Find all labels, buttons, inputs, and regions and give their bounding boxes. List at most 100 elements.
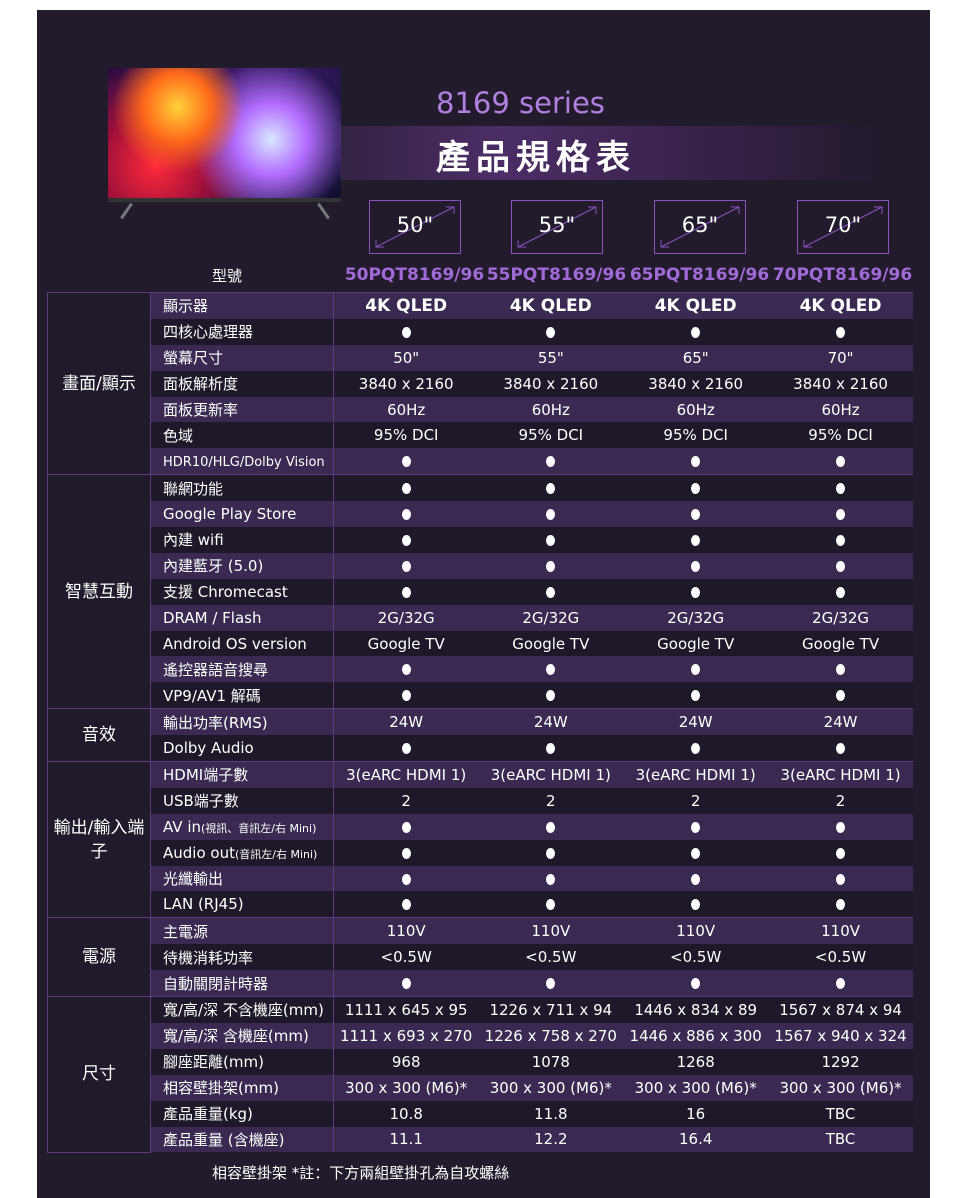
spec-value: Google TV	[623, 630, 769, 657]
spec-label: VP9/AV1 解碼	[150, 682, 334, 709]
spec-value: 24W	[478, 708, 624, 736]
screen-size: 70"	[824, 213, 862, 237]
spec-value: 24W	[623, 708, 769, 736]
spec-value: 2G/32G	[623, 604, 769, 631]
spec-value: 110V	[768, 917, 913, 945]
table-row: 音效 輸出功率(RMS) 24W 24W 24W 24W	[47, 708, 913, 763]
spec-value: 1226 x 758 x 270	[478, 1022, 624, 1049]
table-row: 寬/高/深 含機座(mm) 1111 x 693 x 270 1226 x 758 …	[48, 1022, 913, 1049]
spec-label-text: 主電源	[163, 922, 209, 941]
supported-dot-icon	[478, 474, 624, 502]
diagonal-arrow-icon	[375, 206, 455, 248]
spec-value: 3(eARC HDMI 1)	[768, 761, 913, 788]
spec-label-text: Audio out	[163, 843, 235, 862]
spec-label: 產品重量 (含機座)	[150, 1126, 334, 1153]
spec-value: 70"	[768, 344, 913, 371]
table-row: 螢幕尺寸 50" 55" 65" 70"	[48, 344, 913, 371]
spec-value: 2	[333, 787, 479, 814]
supported-dot-icon	[478, 501, 624, 528]
spec-label: AV in(視訊、音訊左/右 Mini)	[150, 813, 334, 840]
table-row: 內建 wifi	[48, 527, 913, 553]
spec-label: Google Play Store	[150, 501, 334, 528]
spec-value: <0.5W	[623, 944, 769, 971]
spec-value: 11.8	[478, 1100, 624, 1127]
supported-dot-icon	[623, 735, 769, 762]
spec-value: 300 x 300 (M6)*	[333, 1074, 479, 1101]
spec-value: <0.5W	[478, 944, 624, 971]
spec-label: 自動關閉計時器	[150, 970, 334, 997]
spec-value: 3840 x 2160	[623, 370, 769, 397]
supported-dot-icon	[478, 839, 624, 866]
supported-dot-icon	[623, 527, 769, 553]
table-row: Audio out(音訊左/右 Mini)	[48, 839, 913, 866]
spec-label-text: 支援 Chromecast	[163, 583, 288, 602]
supported-dot-icon	[623, 970, 769, 997]
table-row: 輸出/輸入端子 HDMI端子數 3(eARC HDMI 1) 3(eARC HDMI …	[47, 761, 913, 919]
spec-value: 1226 x 711 x 94	[478, 996, 624, 1023]
spec-value: 60Hz	[623, 396, 769, 423]
spec-value: 4K QLED	[333, 291, 479, 319]
spec-value: 24W	[768, 708, 913, 736]
diagonal-arrow-icon	[517, 206, 597, 248]
spec-label-text: HDMI端子數	[163, 766, 249, 785]
spec-value: 110V	[478, 917, 624, 945]
spec-value: 95% DCI	[623, 422, 769, 449]
spec-value: Google TV	[478, 630, 624, 657]
supported-dot-icon	[623, 839, 769, 866]
screen-size-box: 50"	[369, 200, 461, 254]
group-label: 電源	[47, 917, 151, 998]
tv-product-image	[108, 68, 341, 202]
table-row: DRAM / Flash 2G/32G 2G/32G 2G/32G 2G/32G	[48, 604, 913, 631]
table-row: 內建藍牙 (5.0)	[48, 552, 913, 579]
spec-label: 面板解析度	[150, 370, 334, 397]
spec-value: 55"	[478, 344, 624, 371]
spec-label-text: VP9/AV1 解碼	[163, 686, 261, 705]
supported-dot-icon	[768, 501, 913, 528]
supported-dot-icon	[768, 474, 913, 502]
spec-label-note: (音訊左/右 Mini)	[234, 847, 318, 861]
spec-label: HDMI端子數	[150, 761, 334, 788]
spec-label: 產品重量(kg)	[150, 1100, 334, 1127]
title-banner	[340, 126, 880, 180]
supported-dot-icon	[333, 552, 479, 579]
spec-label-text: 寬/高/深 不含機座(mm)	[163, 1001, 324, 1020]
spec-label-text: 寬/高/深 含機座(mm)	[163, 1027, 309, 1046]
spec-value: 3840 x 2160	[768, 370, 913, 397]
supported-dot-icon	[478, 970, 624, 997]
table-row: 光纖輸出	[48, 865, 913, 892]
supported-dot-icon	[333, 865, 479, 892]
spec-value: 1268	[623, 1048, 769, 1075]
spec-value: Google TV	[768, 630, 913, 657]
table-row: 遙控器語音搜尋	[48, 656, 913, 683]
spec-value: 1446 x 834 x 89	[623, 996, 769, 1023]
screen-size: 50"	[396, 213, 434, 237]
spec-label: DRAM / Flash	[150, 604, 334, 631]
supported-dot-icon	[768, 970, 913, 997]
spec-label-text: 四核心處理器	[163, 323, 254, 342]
spec-label-text: 自動關閉計時器	[163, 974, 269, 993]
spec-label: 聯網功能	[150, 474, 334, 502]
spec-label: HDR10/HLG/Dolby Vision	[150, 448, 334, 475]
supported-dot-icon	[333, 527, 479, 553]
supported-dot-icon	[768, 865, 913, 892]
spec-value: TBC	[768, 1126, 913, 1153]
supported-dot-icon	[623, 501, 769, 528]
table-row: 畫面/顯示 顯示器 4K QLED 4K QLED 4K QLED 4K QLED	[47, 291, 913, 476]
supported-dot-icon	[623, 656, 769, 683]
spec-label: 光纖輸出	[150, 865, 334, 892]
supported-dot-icon	[478, 891, 624, 918]
supported-dot-icon	[333, 318, 479, 345]
spec-value: 2G/32G	[478, 604, 624, 631]
spec-table: 畫面/顯示 顯示器 4K QLED 4K QLED 4K QLED 4K QLED 四核心處…	[47, 291, 913, 1153]
supported-dot-icon	[623, 813, 769, 840]
spec-label: 螢幕尺寸	[150, 344, 334, 371]
supported-dot-icon	[623, 448, 769, 475]
spec-value: 50"	[333, 344, 479, 371]
spec-value: 12.2	[478, 1126, 624, 1153]
table-row: 電源 主電源 110V 110V 110V 110V	[47, 917, 913, 998]
spec-label: Android OS version	[150, 630, 334, 657]
supported-dot-icon	[333, 682, 479, 709]
screen-size: 55"	[538, 213, 576, 237]
table-row: 產品重量(kg) 10.8 11.8 16 TBC	[48, 1100, 913, 1127]
table-row: LAN (RJ45)	[48, 891, 913, 918]
